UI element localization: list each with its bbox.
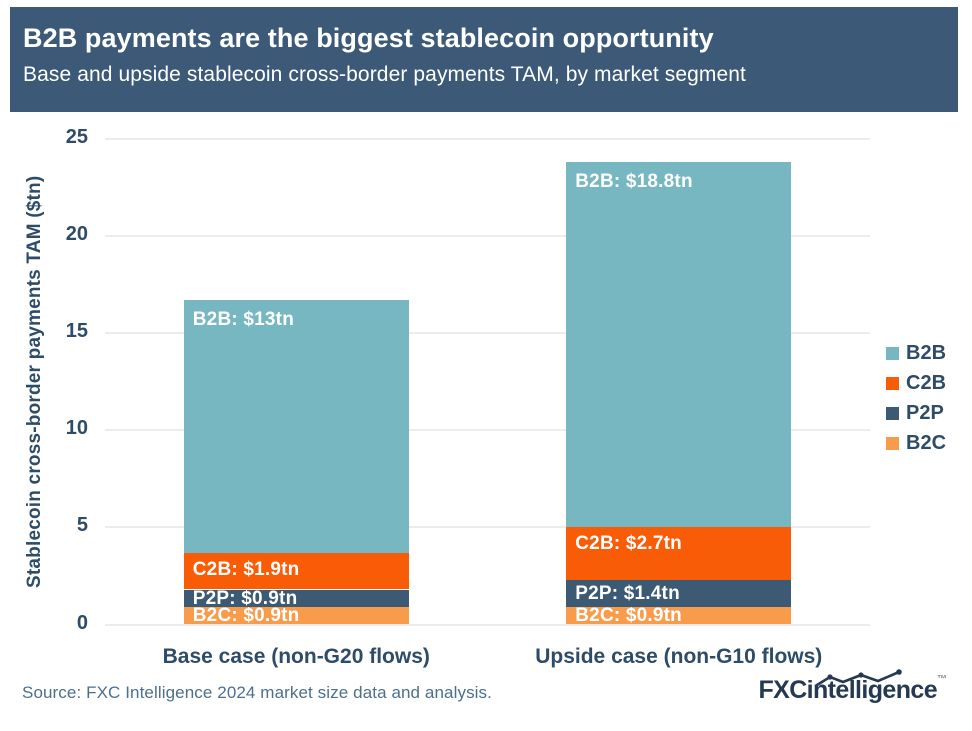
logo-text: intelligence (806, 676, 938, 704)
legend-item-b2b: B2B (886, 342, 947, 364)
segment-label-c2b: C2B: $2.7tn (575, 533, 682, 555)
legend-swatch-b2c (886, 437, 899, 450)
gridline (105, 331, 870, 334)
bar-segment-b2c (183, 607, 409, 625)
logo-text-bold: FXC (758, 676, 807, 704)
y-tick-label: 10 (65, 417, 88, 440)
y-tick-label: 20 (65, 222, 88, 245)
y-tick-label: 25 (65, 125, 88, 148)
x-axis-category-label: Upside case (non-G10 flows) (535, 645, 823, 668)
bar-segment-b2b (183, 299, 409, 553)
gridline (105, 234, 870, 237)
segment-label-b2b: B2B: $13tn (192, 308, 294, 330)
header-banner: B2B payments are the biggest stablecoin … (10, 7, 958, 112)
legend-label: B2C (906, 432, 947, 454)
fxc-intelligence-logo: FXCintelligence™ (758, 669, 947, 705)
legend-swatch-p2p (886, 407, 899, 420)
legend: B2B C2B P2P B2C (886, 342, 947, 454)
segment-label-b2b: B2B: $18.8tn (575, 170, 693, 192)
legend-item-b2c: B2C (886, 432, 947, 454)
segment-label-b2c: B2C: $0.9tn (575, 605, 682, 627)
legend-swatch-c2b (886, 377, 899, 390)
legend-label: P2P (906, 402, 944, 424)
y-tick-label: 0 (76, 611, 88, 634)
legend-label: B2B (906, 342, 947, 364)
source-note: Source: FXC Intelligence 2024 market siz… (22, 683, 492, 702)
segment-label-c2b: C2B: $1.9tn (192, 558, 300, 580)
y-axis-label: Stablecoin cross-border payments TAM ($t… (24, 175, 45, 588)
chart-title: B2B payments are the biggest stablecoin … (23, 23, 714, 53)
legend-swatch-b2b (886, 347, 899, 360)
chart-subtitle: Base and upside stablecoin cross-border … (23, 62, 746, 86)
legend-item-c2b: C2B (886, 372, 947, 394)
bar-segment-c2b (566, 527, 792, 580)
y-tick-label: 15 (65, 319, 88, 342)
gridline (105, 526, 870, 529)
legend-label: C2B (906, 372, 947, 394)
y-tick-label: 5 (76, 514, 88, 537)
gridline (105, 623, 870, 626)
segment-label-p2p: P2P: $0.9tn (192, 587, 298, 609)
bar-segment-b2c (566, 607, 792, 625)
legend-item-p2p: P2P (886, 402, 946, 424)
bar-segment-c2b (183, 552, 409, 590)
gridline (105, 429, 870, 432)
segment-label-b2c: B2C: $0.9tn (192, 605, 300, 627)
gridline (105, 137, 870, 140)
sparkline-icon (816, 669, 903, 687)
bar-segment-p2p (566, 579, 792, 607)
bar-segment-b2b (566, 161, 792, 528)
x-axis-category-label: Base case (non-G20 flows) (162, 645, 430, 668)
trademark-symbol: ™ (937, 674, 947, 685)
segment-label-p2p: P2P: $1.4tn (575, 582, 680, 604)
bar-segment-p2p (183, 589, 409, 607)
